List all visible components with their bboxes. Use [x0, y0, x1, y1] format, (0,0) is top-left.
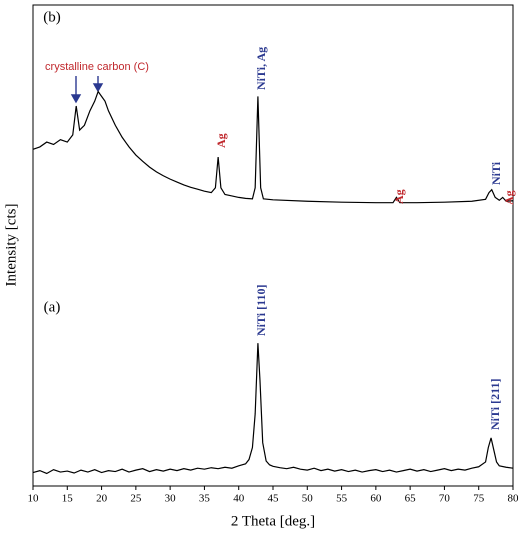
x-tick-label: 20 [96, 493, 108, 505]
arrows [70, 76, 104, 104]
arrow-head [92, 83, 104, 93]
line-series [32, 343, 514, 475]
arrow-head [70, 94, 82, 104]
series-label: (a) [44, 299, 61, 315]
x-tick-label: 35 [199, 493, 211, 505]
y-axis-label: Intensity [cts] [3, 204, 19, 287]
series-label: (b) [43, 9, 61, 25]
plot-frame [32, 4, 514, 487]
annotation: Ag [392, 189, 406, 204]
annotation: NiTi [489, 161, 503, 185]
x-tick-label: 80 [508, 493, 519, 505]
x-tick-label: 25 [130, 493, 142, 505]
annotation: Ag [214, 133, 228, 148]
x-tick-label: 40 [233, 493, 245, 505]
x-tick-label: 30 [165, 493, 177, 505]
x-axis-label: 2 Theta [deg.] [231, 513, 315, 529]
line-series [32, 90, 514, 204]
annotation: NiTi [211] [488, 379, 502, 430]
annotation: Ag [502, 190, 516, 205]
x-tick-label: 55 [336, 493, 348, 505]
annotation: crystalline carbon (C) [45, 61, 149, 73]
x-tick-label: 70 [439, 493, 451, 505]
x-tick-label: 15 [62, 493, 74, 505]
x-tick-label: 45 [268, 493, 280, 505]
x-tick-label: 10 [28, 493, 40, 505]
x-tick-label: 75 [473, 493, 485, 505]
x-tick-label: 60 [370, 493, 382, 505]
annotation: NiTi [110] [254, 285, 268, 336]
x-tick-label: 65 [405, 493, 417, 505]
annotation: NiTi, Ag [254, 47, 268, 90]
x-tick-label: 50 [302, 493, 314, 505]
